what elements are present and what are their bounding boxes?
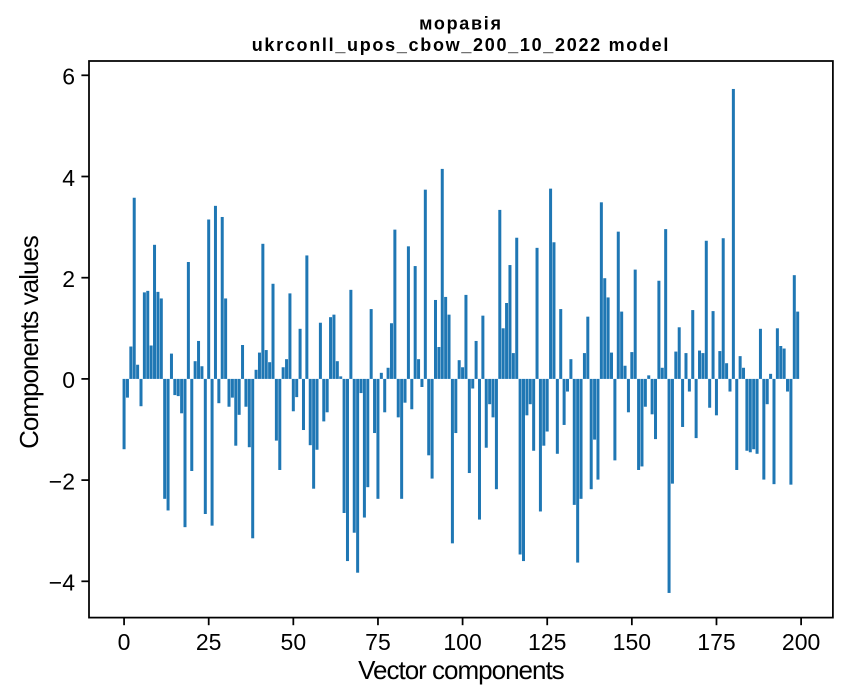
svg-text:50: 50 [281,629,307,655]
svg-text:100: 100 [443,629,481,655]
svg-text:0: 0 [118,629,131,655]
svg-text:−4: −4 [49,570,75,596]
svg-text:Components values: Components values [14,235,44,449]
svg-text:Vector components: Vector components [358,655,565,685]
svg-text:200: 200 [782,629,820,655]
svg-text:моравія: моравія [419,14,503,34]
svg-text:ukrconll_upos_cbow_200_10_2022: ukrconll_upos_cbow_200_10_2022 model [252,35,670,55]
svg-text:4: 4 [62,165,75,191]
svg-text:2: 2 [62,266,75,292]
svg-text:25: 25 [196,629,222,655]
svg-text:6: 6 [62,64,75,90]
svg-text:75: 75 [365,629,391,655]
svg-text:125: 125 [528,629,566,655]
svg-text:175: 175 [697,629,735,655]
svg-text:0: 0 [62,367,75,393]
svg-text:−2: −2 [49,468,75,494]
svg-text:150: 150 [613,629,651,655]
